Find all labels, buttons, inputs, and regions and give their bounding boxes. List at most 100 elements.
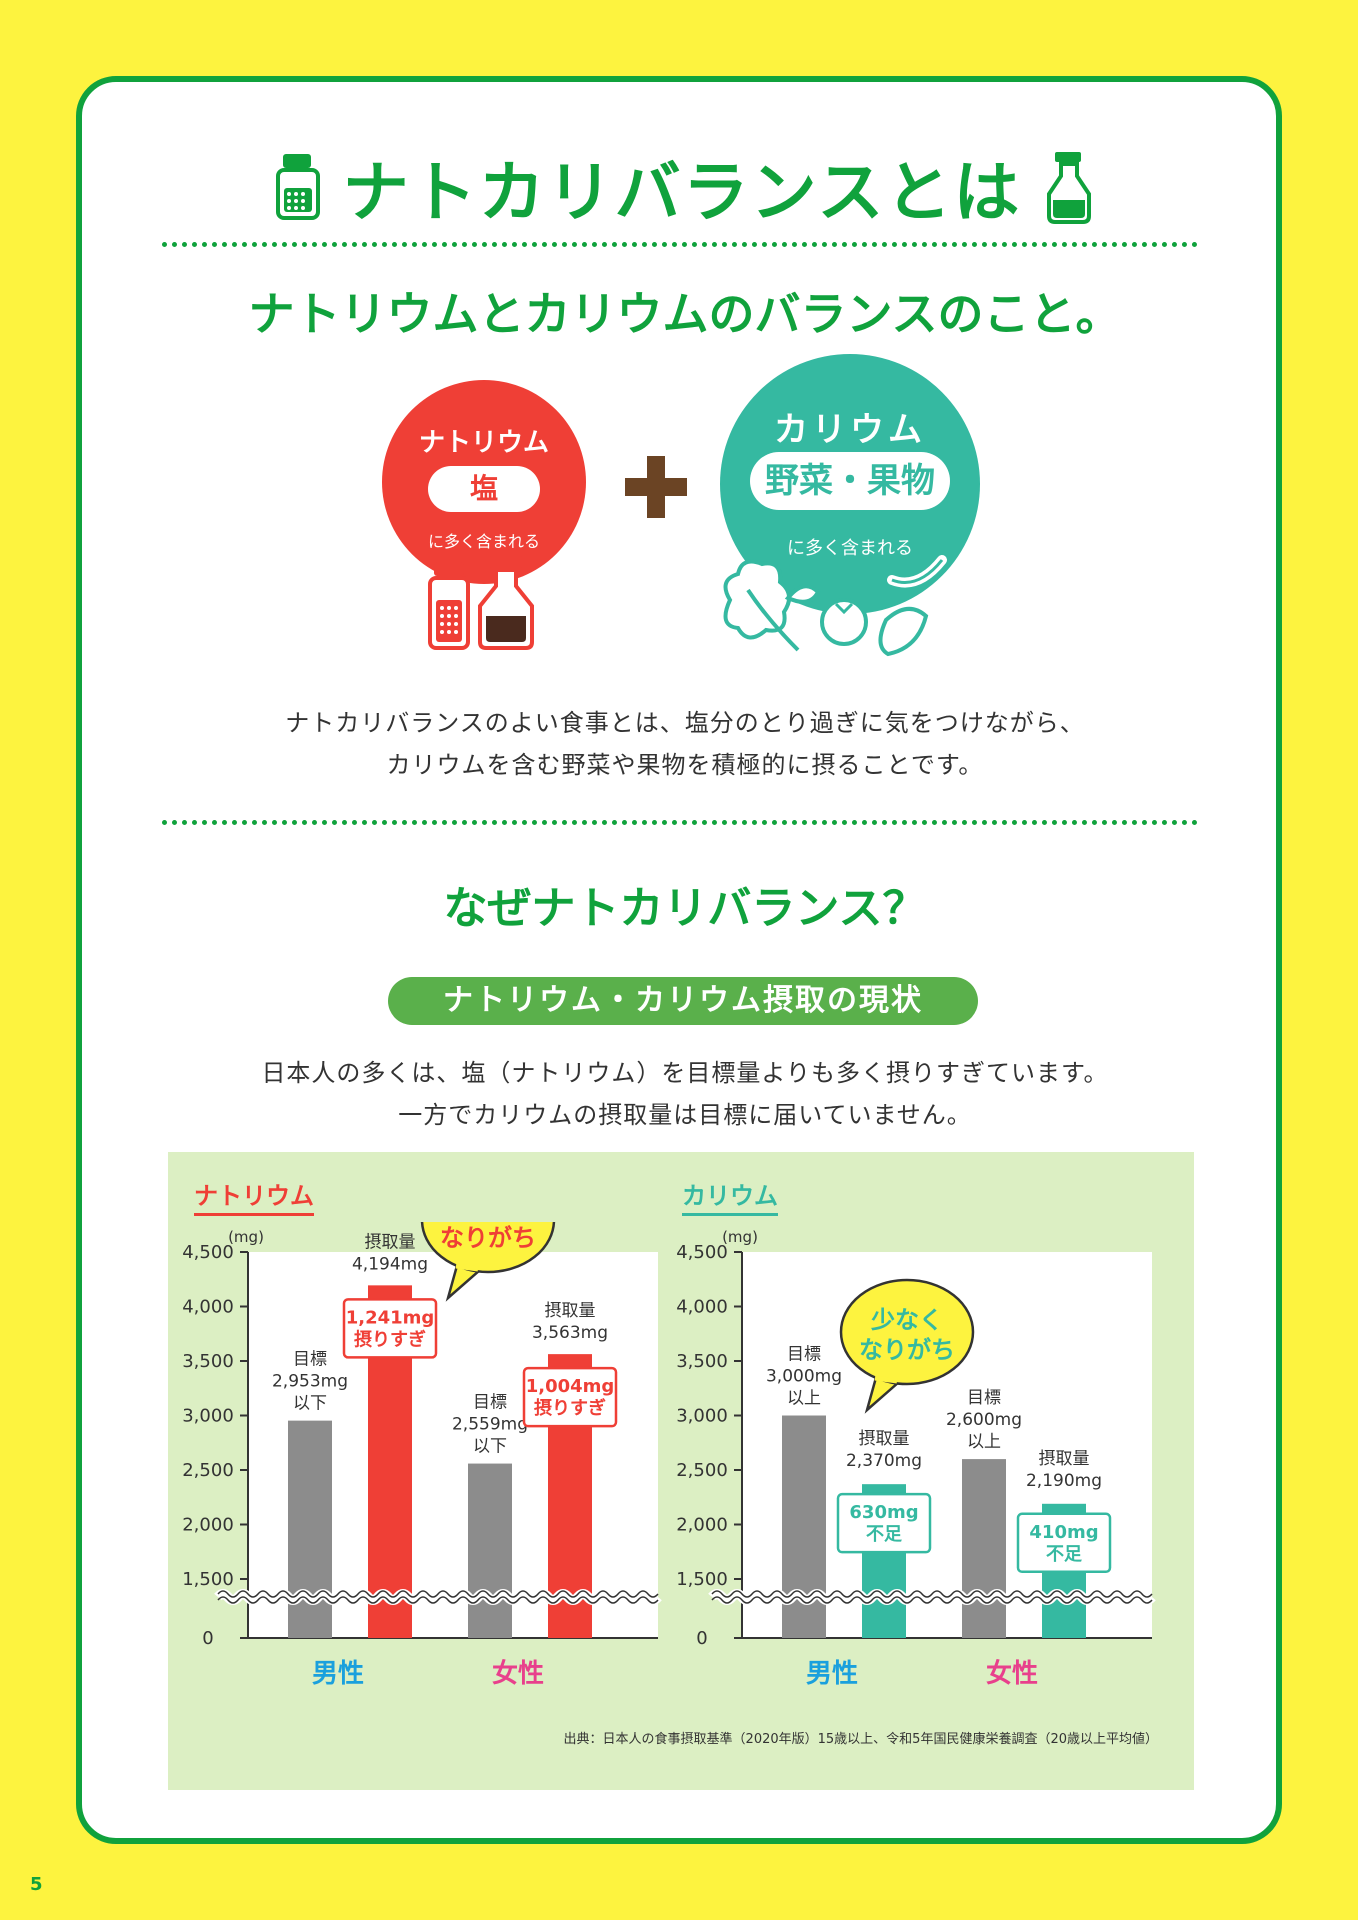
page-title: ナトカリバランスとは: [342, 154, 1022, 231]
bubble-join: [874, 1375, 898, 1384]
page-number: 5: [30, 1874, 43, 1895]
category-label: 男性: [806, 1659, 858, 1689]
bubble-text: なりがち: [859, 1336, 955, 1364]
y-tick-label: 0: [202, 1628, 213, 1649]
target-label: 以下: [473, 1437, 507, 1457]
target-label: 2,559mg: [452, 1415, 528, 1435]
target-bar: [288, 1420, 332, 1638]
axis-break-line: [711, 1590, 1153, 1598]
target-label: 目標: [473, 1393, 507, 1413]
y-tick-label: 2,000: [182, 1515, 234, 1536]
intake-label: 3,563mg: [532, 1323, 608, 1343]
y-tick-label: 3,500: [676, 1351, 728, 1372]
y-tick-label: 2,000: [676, 1515, 728, 1536]
difference-label: 摂りすぎ: [534, 1397, 606, 1419]
difference-label: 1,241mg: [346, 1307, 435, 1328]
bubble-body: [420, 1222, 556, 1274]
y-tick-label: 4,000: [182, 1297, 234, 1318]
difference-box: [522, 1366, 618, 1428]
intake-label: 2,190mg: [1026, 1471, 1102, 1491]
y-tick-label: 2,500: [182, 1460, 234, 1481]
difference-label: 不足: [1046, 1544, 1082, 1565]
potassium-caption: に多く含まれる: [787, 538, 913, 559]
sodium-chart: (mg)4,500 4,000 3,500 3,000 2,500 2,000 1,500 0…: [182, 1222, 662, 1689]
title-row: ナトカリバランスとは: [82, 132, 1288, 242]
sodium-caption: に多く含まれる: [427, 532, 540, 551]
y-tick-label: 4,500: [676, 1242, 728, 1263]
category-label: 男性: [312, 1659, 364, 1689]
y-unit: (mg): [722, 1228, 758, 1246]
source-note: 出典：日本人の食事摂取基準（2020年版）15歳以上、令和5年国民健康栄養調査（…: [563, 1732, 1158, 1747]
why-line-1: 日本人の多くは、塩（ナトリウム）を目標量よりも多く摂りすぎています。: [261, 1059, 1109, 1087]
y-tick-label: 4,000: [676, 1297, 728, 1318]
plus-icon: [625, 456, 687, 518]
difference-label: 摂りすぎ: [354, 1328, 426, 1350]
difference-box: [1016, 1512, 1112, 1574]
vegetables-fruits-icon: [723, 555, 947, 657]
y-tick-label: 0: [696, 1628, 707, 1649]
category-label: 女性: [986, 1658, 1038, 1689]
y-unit: (mg): [228, 1228, 264, 1246]
difference-box: [342, 1298, 438, 1359]
axis-break-line: [711, 1596, 1153, 1604]
potassium-chart-title: カリウム: [682, 1176, 778, 1216]
target-bar: [468, 1463, 512, 1638]
intake-label: 摂取量: [859, 1429, 910, 1449]
divider-top: [162, 242, 1198, 247]
difference-label: 1,004mg: [526, 1376, 615, 1397]
difference-box: [836, 1492, 932, 1554]
difference-label: 630mg: [849, 1502, 918, 1523]
y-tick-label: 1,500: [182, 1569, 234, 1590]
target-label: 以下: [293, 1394, 327, 1414]
salt-shaker-icon: [275, 154, 320, 220]
target-label: 目標: [293, 1350, 327, 1370]
sodium-chart-title: ナトリウム: [194, 1176, 314, 1216]
target-label: 2,600mg: [946, 1410, 1022, 1430]
intro-paragraph: ナトカリバランスのよい食事とは、塩分のとり過ぎに気をつけながら、 カリウムを含む…: [82, 702, 1288, 786]
intro-line-2: カリウムを含む野菜や果物を積極的に摂ることです。: [386, 751, 984, 779]
intake-label: 摂取量: [365, 1232, 416, 1252]
y-tick-label: 3,000: [182, 1406, 234, 1427]
bubble-text: なりがち: [440, 1224, 536, 1252]
y-tick-label: 4,500: [182, 1242, 234, 1263]
intake-label: 摂取量: [1039, 1449, 1090, 1469]
target-label: 2,953mg: [272, 1372, 348, 1392]
category-label: 女性: [492, 1658, 544, 1689]
potassium-chart: (mg)4,500 4,000 3,500 3,000 2,500 2,000 1,500 0…: [676, 1228, 1156, 1689]
axis-break-line: [217, 1596, 659, 1604]
why-heading: なぜナトカリバランス？: [443, 883, 927, 934]
axis-break-line: [217, 1590, 659, 1598]
axis-break-mask: [708, 1589, 1156, 1605]
intake-label: 2,370mg: [846, 1451, 922, 1471]
why-line-2: 一方でカリウムの摂取量は目標に届いていません。: [398, 1101, 972, 1129]
y-tick-label: 3,500: [182, 1351, 234, 1372]
bubble-body: [839, 1278, 975, 1386]
axis-break-mask: [214, 1589, 662, 1605]
content-card: ナトカリバランスとは ナトリウムとカリウムのバランスのこと。 ナトリウム 塩 に…: [76, 76, 1282, 1844]
target-label: 目標: [967, 1388, 1001, 1408]
y-tick-label: 2,500: [676, 1460, 728, 1481]
sodium-pill: 塩: [428, 466, 540, 512]
divider-middle: [162, 820, 1198, 825]
intake-label: 4,194mg: [352, 1254, 428, 1274]
why-paragraph: 日本人の多くは、塩（ナトリウム）を目標量よりも多く摂りすぎています。 一方でカリ…: [82, 1052, 1288, 1136]
bubble-join: [455, 1263, 479, 1272]
potassium-pill: 野菜・果物: [750, 452, 950, 510]
intake-label: 摂取量: [545, 1301, 596, 1321]
bubble-text: 少なく: [870, 1306, 943, 1334]
difference-label: 410mg: [1029, 1522, 1098, 1543]
difference-label: 不足: [866, 1524, 902, 1545]
status-banner: ナトリウム・カリウム摂取の現状: [388, 977, 978, 1025]
potassium-heading: カリウム: [774, 410, 926, 450]
target-label: 3,000mg: [766, 1367, 842, 1387]
sodium-heading: ナトリウム: [418, 428, 549, 458]
soy-sauce-icon: [1047, 152, 1092, 224]
target-label: 以上: [967, 1432, 1001, 1452]
subtitle: ナトリウムとカリウムのバランスのこと。: [248, 287, 1122, 341]
y-tick-label: 1,500: [676, 1569, 728, 1590]
target-label: 以上: [787, 1389, 821, 1409]
target-label: 目標: [787, 1345, 821, 1365]
target-bar: [962, 1459, 1006, 1638]
speech-bubble: 多くなりがち: [420, 1222, 556, 1302]
